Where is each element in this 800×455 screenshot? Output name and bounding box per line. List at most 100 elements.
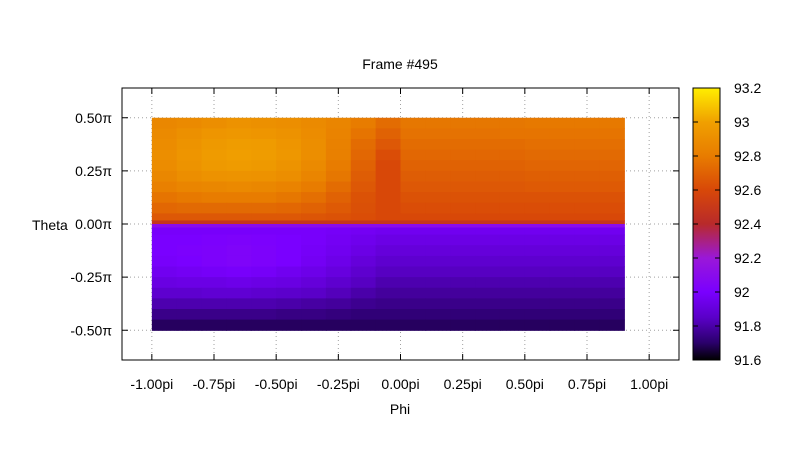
colorbar-tick-label: 92.2: [734, 250, 761, 266]
heatmap-cell: [276, 234, 302, 246]
heatmap-cell: [475, 117, 501, 129]
heatmap-cell: [301, 227, 327, 236]
heatmap-cell: [375, 245, 402, 257]
heatmap-cell: [375, 149, 402, 161]
heatmap-cell: [176, 149, 203, 161]
heatmap-cell: [350, 298, 377, 310]
heatmap-cell: [301, 213, 327, 222]
heatmap-cell: [301, 298, 327, 310]
heatmap-cell: [276, 220, 302, 225]
heatmap-cell: [524, 149, 551, 161]
heatmap-cell: [524, 298, 551, 310]
heatmap-cell: [475, 224, 501, 229]
heatmap-cell: [226, 309, 252, 321]
heatmap-cell: [251, 277, 277, 289]
heatmap-cell: [151, 277, 178, 289]
heatmap-cell: [599, 192, 625, 204]
heatmap-cell: [549, 277, 576, 289]
heatmap-cell: [251, 213, 277, 222]
heatmap-cell: [549, 287, 576, 299]
heatmap-cell: [425, 298, 451, 310]
heatmap-cell: [574, 192, 601, 204]
heatmap-cell: [574, 245, 601, 257]
heatmap-cell: [475, 245, 501, 257]
heatmap-cell: [599, 287, 625, 299]
heatmap-cell: [425, 149, 451, 161]
heatmap-cell: [251, 139, 277, 151]
heatmap-cell: [499, 202, 526, 214]
heatmap-cell: [251, 117, 277, 129]
heatmap-cell: [450, 298, 476, 310]
heatmap-cell: [151, 139, 178, 151]
heatmap-cell: [226, 192, 252, 204]
heatmap-cell: [226, 234, 252, 246]
heatmap-cell: [325, 319, 352, 331]
heatmap-cell: [450, 224, 476, 229]
heatmap-cell: [176, 170, 203, 183]
heatmap-cell: [201, 202, 228, 214]
heatmap-cell: [176, 220, 203, 225]
heatmap-cell: [425, 213, 451, 222]
heatmap-cell: [475, 319, 501, 331]
heatmap-cell: [400, 245, 426, 257]
heatmap-cell: [574, 181, 601, 193]
heatmap-cell: [375, 220, 402, 225]
heatmap-cell: [400, 213, 426, 222]
heatmap-cell: [201, 181, 228, 193]
heatmap-cell: [151, 234, 178, 246]
heatmap-cell: [425, 319, 451, 331]
heatmap-cell: [425, 309, 451, 321]
heatmap-cell: [450, 287, 476, 299]
colorbar: 93.2 93 92.8 92.6 92.4 92.2 92 91.8 91.6: [692, 80, 761, 368]
heatmap-cell: [251, 234, 277, 246]
heatmap-cell: [276, 149, 302, 161]
heatmap-cell: [226, 287, 252, 299]
heatmap-cell: [301, 149, 327, 161]
heatmap-cell: [301, 319, 327, 331]
heatmap-cell: [251, 192, 277, 204]
heatmap-cell: [549, 319, 576, 331]
heatmap-cell: [201, 128, 228, 140]
heatmap-cell: [325, 128, 352, 140]
heatmap-cell: [226, 117, 252, 129]
heatmap-cell: [425, 266, 451, 278]
heatmap-cell: [475, 298, 501, 310]
heatmap-cell: [524, 117, 551, 129]
heatmap-cell: [400, 287, 426, 299]
heatmap-cell: [251, 266, 277, 278]
heatmap-cell: [425, 220, 451, 225]
heatmap-cell: [574, 227, 601, 236]
heatmap-cell: [151, 266, 178, 278]
heatmap-cell: [276, 266, 302, 278]
heatmap-cell: [475, 234, 501, 246]
heatmap-cell: [400, 160, 426, 172]
heatmap-cell: [499, 234, 526, 246]
heatmap-cell: [450, 266, 476, 278]
heatmap-cell: [350, 170, 377, 183]
heatmap-cell: [400, 220, 426, 225]
heatmap-cell: [400, 192, 426, 204]
y-tick-label: 0.25π: [75, 163, 112, 179]
heatmap-cell: [325, 266, 352, 278]
heatmap-cell: [425, 128, 451, 140]
heatmap-cell: [276, 227, 302, 236]
heatmap-cell: [350, 117, 377, 129]
colorbar-tick-label: 91.6: [734, 352, 761, 368]
colorbar-tick-label: 93: [734, 114, 750, 130]
x-tick-label: -0.25pi: [317, 376, 360, 392]
heatmap-cell: [301, 181, 327, 193]
heatmap-cell: [499, 117, 526, 129]
heatmap-cell: [276, 160, 302, 172]
heatmap-cell: [524, 319, 551, 331]
heatmap-cell: [276, 170, 302, 183]
heatmap-cell: [350, 277, 377, 289]
heatmap-cell: [425, 181, 451, 193]
heatmap-cell: [375, 139, 402, 151]
heatmap-cell: [549, 117, 576, 129]
heatmap-cell: [276, 287, 302, 299]
heatmap-cell: [301, 266, 327, 278]
heatmap-cell: [176, 245, 203, 257]
heatmap-cell: [350, 266, 377, 278]
chart-title: Frame #495: [362, 56, 438, 72]
heatmap-cell: [549, 309, 576, 321]
